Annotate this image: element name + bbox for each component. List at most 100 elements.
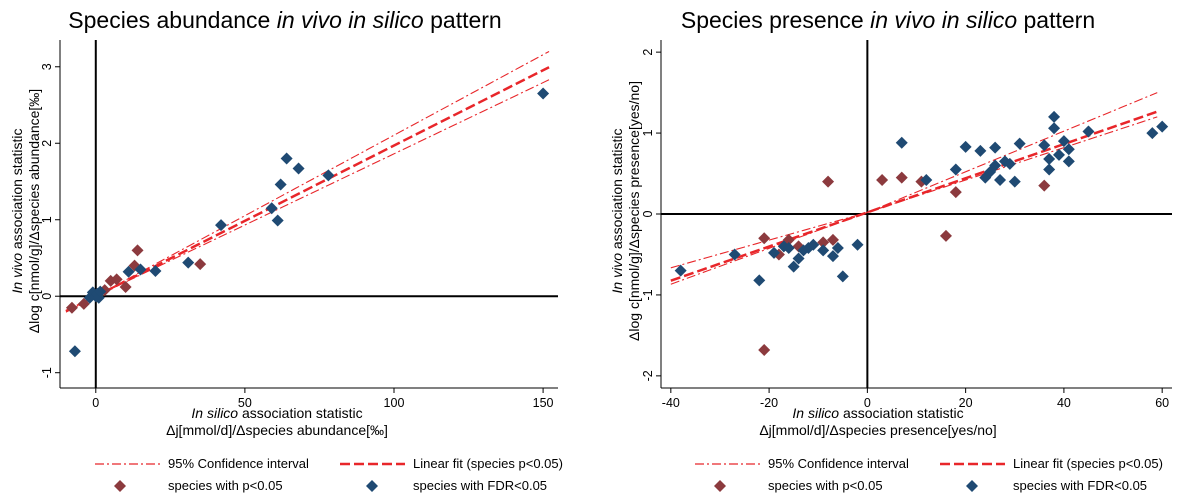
abundance-p05-point (65, 301, 78, 314)
abundance-xlabel-line1: In silico association statistic (191, 405, 362, 421)
abundance-y-tick-label: 3 (40, 63, 54, 70)
presence-xlabel-line1: In silico association statistic (792, 405, 963, 421)
presence-fdr-point (1062, 155, 1075, 168)
presence-fdr-point (1062, 143, 1075, 156)
abundance-x-tick-label: 50 (238, 396, 252, 410)
presence-legend: 95% Confidence interval Linear fit (spec… (695, 456, 1163, 493)
presence-fdr-point (836, 270, 849, 283)
abundance-ci-lower-line (65, 79, 550, 313)
presence-p05-point (758, 232, 771, 245)
abundance-xlabel-line2: Δj[mmol/d]/Δspecies abundance[‰] (166, 422, 388, 438)
presence-y-tick-label: 1 (641, 130, 655, 137)
presence-ci-lower-line (670, 116, 1158, 285)
presence-x-tick-label: 20 (959, 396, 973, 410)
presence-fdr-point (831, 241, 844, 254)
presence-fdr-point (826, 250, 839, 263)
presence-ylabel-line1: In vivo association statistic (609, 129, 625, 294)
abundance-fdr-point (182, 256, 195, 269)
presence-p05-point (826, 233, 839, 246)
presence-fdr-point (974, 144, 987, 157)
presence-fdr-point (728, 248, 741, 261)
abundance-fdr-point (292, 162, 305, 175)
presence-fdr-point (787, 260, 800, 273)
abundance-y-tick-label: 1 (40, 216, 54, 223)
presence-fdr-point (895, 136, 908, 149)
abundance-p05-point (119, 281, 132, 294)
abundance-p05-point (77, 297, 90, 310)
abundance-chart-title: Species abundance in vivo in silico patt… (68, 7, 501, 33)
legend-p05-label: species with p<0.05 (168, 478, 283, 493)
presence-p05-point (822, 175, 835, 188)
presence-x-tick-label: 40 (1057, 396, 1071, 410)
abundance-y-tick-label: 2 (40, 140, 54, 147)
presence-p05-point (876, 174, 889, 187)
presence-ylabel-line2: Δlog c[nmol/g]/Δspecies presence[yes/no] (626, 81, 642, 341)
abundance-legend: 95% Confidence interval Linear fit (spec… (95, 456, 563, 493)
abundance-fdr-point (265, 202, 278, 215)
presence-p05-point (895, 171, 908, 184)
presence-p05-point (817, 236, 830, 249)
presence-fdr-point (1146, 127, 1159, 140)
presence-fdr-point (674, 264, 687, 277)
presence-fdr-point (959, 140, 972, 153)
abundance-x-tick-label: 150 (533, 396, 554, 410)
abundance-fdr-point (122, 265, 135, 278)
presence-fdr-point (782, 241, 795, 254)
presence-fdr-point (989, 141, 1002, 154)
abundance-y-tick-label: 0 (40, 293, 54, 300)
legend-ci-label: 95% Confidence interval (168, 456, 309, 471)
presence-p05-point (939, 229, 952, 242)
presence-y-tick-label: 0 (641, 210, 655, 217)
abundance-p05-point (131, 244, 144, 257)
legend-ci-label: 95% Confidence interval (768, 456, 909, 471)
presence-fdr-point (851, 238, 864, 251)
legend-fdr-label: species with FDR<0.05 (413, 478, 547, 493)
abundance-fdr-point (215, 219, 228, 232)
presence-fdr-point (994, 174, 1007, 187)
presence-fdr-point (768, 246, 781, 259)
abundance-ylabel-line1: In vivo association statistic (9, 129, 25, 294)
abundance-fdr-point (94, 285, 107, 298)
presence-fdr-point (792, 252, 805, 265)
presence-x-tick-label: -40 (662, 396, 680, 410)
presence-p05-point (1038, 179, 1051, 192)
presence-fdr-point (949, 163, 962, 176)
presence-y-tick-label: -2 (641, 370, 655, 381)
abundance-fdr-point (271, 214, 284, 227)
presence-fdr-point (1013, 137, 1026, 150)
presence-ci-upper-line (670, 92, 1158, 269)
abundance-fit-line (65, 66, 550, 313)
presence-fdr-point (1156, 120, 1169, 133)
presence-fdr-point (807, 238, 820, 251)
presence-fdr-point (1038, 139, 1051, 152)
legend-fdr-marker (966, 480, 978, 492)
legend-p05-marker (714, 480, 726, 492)
abundance-x-tick-label: 100 (384, 396, 405, 410)
abundance-fdr-point (149, 264, 162, 277)
legend-p05-label: species with p<0.05 (768, 478, 883, 493)
presence-p05-point (949, 186, 962, 199)
abundance-p05-point (194, 258, 207, 271)
presence-y-tick-label: -1 (641, 289, 655, 300)
legend-fit-label: Linear fit (species p<0.05) (413, 456, 563, 471)
presence-fdr-point (1052, 148, 1065, 161)
presence-fdr-point (817, 244, 830, 257)
legend-fdr-marker (366, 480, 378, 492)
presence-fdr-point (920, 174, 933, 187)
abundance-ylabel-line2: Δlog c[nmol/g]/Δspecies abundance[‰] (26, 89, 42, 333)
presence-fdr-point (1043, 163, 1056, 176)
abundance-ci-upper-line (65, 50, 550, 311)
abundance-fdr-point (280, 152, 293, 165)
abundance-fdr-point (134, 263, 147, 276)
abundance-x-tick-label: 0 (92, 396, 99, 410)
legend-fit-label: Linear fit (species p<0.05) (1013, 456, 1163, 471)
presence-p05-point (758, 343, 771, 356)
presence-x-tick-label: -20 (760, 396, 778, 410)
presence-xlabel-line2: Δj[mmol/d]/Δspecies presence[yes/no] (759, 422, 996, 438)
presence-fdr-point (1008, 175, 1021, 188)
presence-x-tick-label: 0 (864, 396, 871, 410)
legend-fdr-label: species with FDR<0.05 (1013, 478, 1147, 493)
abundance-fdr-point (322, 169, 335, 182)
presence-x-tick-label: 60 (1155, 396, 1169, 410)
